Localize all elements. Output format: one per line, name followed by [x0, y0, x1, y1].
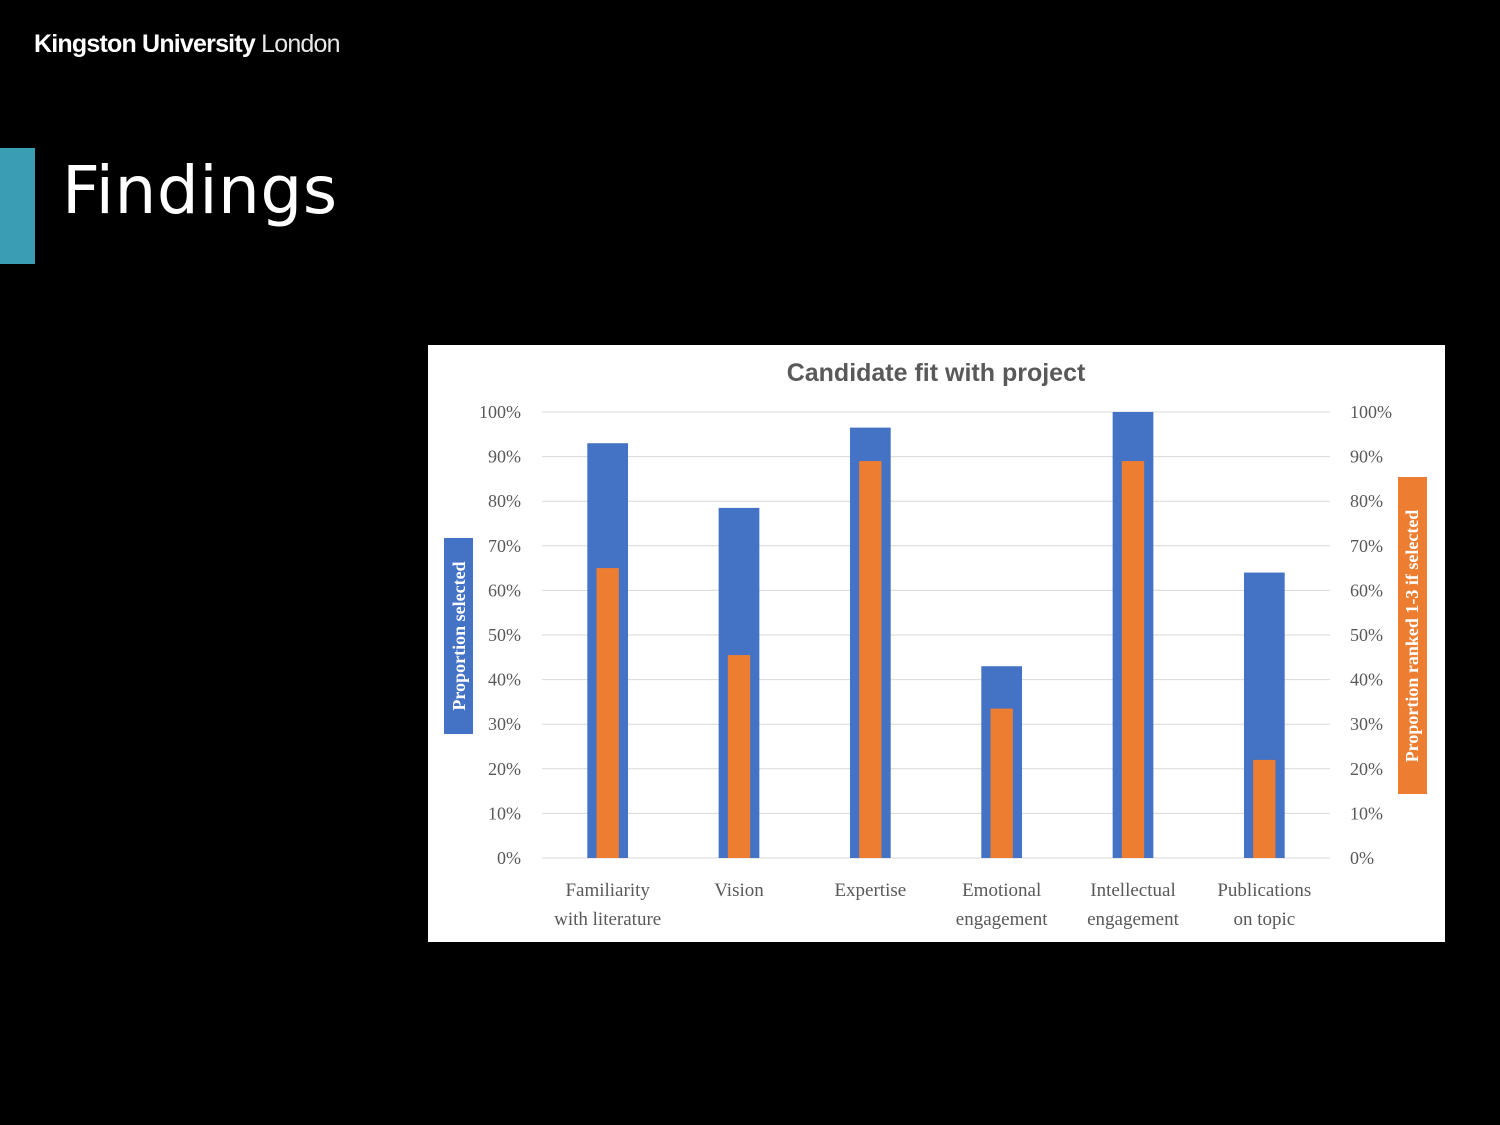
left-axis-title: Proportion selected: [449, 561, 469, 710]
right-tick-label: 40%: [1350, 670, 1383, 690]
category-label: Publications on topic: [1217, 880, 1311, 930]
chart-title: Candidate fit with project: [787, 359, 1086, 387]
left-tick-label: 70%: [488, 536, 521, 556]
right-tick-label: 70%: [1350, 536, 1383, 556]
left-tick-label: 60%: [488, 580, 521, 600]
bar-proportion-ranked: [727, 655, 751, 858]
slide-title: Findings: [62, 152, 338, 229]
right-axis-title: Proportion ranked 1-3 if selected: [1402, 510, 1422, 763]
category-labels: Familiarity with literature Vision Expertis…: [554, 880, 1311, 930]
right-tick-label: 80%: [1350, 491, 1383, 511]
right-tick-label: 60%: [1350, 580, 1383, 600]
brand-location: London: [261, 30, 340, 58]
category-label: Emotional engagement: [956, 880, 1049, 930]
category-label: Familiarity with literature: [554, 880, 661, 930]
right-tick-label: 10%: [1350, 803, 1383, 823]
right-tick-label: 30%: [1350, 714, 1383, 734]
right-tick-label: 0%: [1350, 848, 1374, 868]
right-axis-ticks: 0% 10% 20% 30% 40% 50% 60% 70% 80% 90% 100%: [1350, 402, 1392, 868]
bar-proportion-ranked: [859, 461, 882, 858]
right-tick-label: 90%: [1350, 447, 1383, 467]
category-label: Expertise: [834, 880, 906, 901]
left-tick-label: 40%: [488, 670, 521, 690]
bar-chart: Candidate fit with project 0% 10% 20% 30% 40…: [444, 359, 1427, 930]
left-tick-label: 20%: [488, 759, 521, 779]
left-tick-label: 80%: [488, 491, 521, 511]
title-accent-bar: [0, 148, 35, 264]
left-tick-label: 90%: [488, 447, 521, 467]
category-label: Vision: [714, 880, 764, 901]
bar-proportion-ranked: [1121, 461, 1145, 858]
right-tick-label: 50%: [1350, 625, 1383, 645]
bar-proportion-ranked: [1253, 759, 1276, 858]
left-axis-ticks: 0% 10% 20% 30% 40% 50% 60% 70% 80% 90% 100%: [479, 402, 521, 868]
bar-proportion-ranked: [596, 568, 619, 858]
kingston-university-logo: Kingston University London: [34, 30, 341, 59]
left-tick-label: 10%: [488, 803, 521, 823]
right-axis-title-background: [1398, 477, 1427, 794]
gridlines: [542, 411, 1330, 859]
bars: [587, 412, 1285, 858]
left-tick-label: 100%: [479, 402, 521, 422]
left-axis-title-background: [444, 538, 473, 734]
left-tick-label: 30%: [488, 714, 521, 734]
category-label: Intellectual engagement: [1087, 880, 1180, 930]
bar-proportion-ranked: [990, 708, 1013, 858]
right-tick-label: 20%: [1350, 759, 1383, 779]
chart-container: Candidate fit with project 0% 10% 20% 30% 40…: [428, 345, 1445, 942]
left-tick-label: 50%: [488, 625, 521, 645]
left-tick-label: 0%: [497, 848, 521, 868]
brand-name: Kingston University: [34, 30, 256, 58]
right-tick-label: 100%: [1350, 402, 1392, 422]
